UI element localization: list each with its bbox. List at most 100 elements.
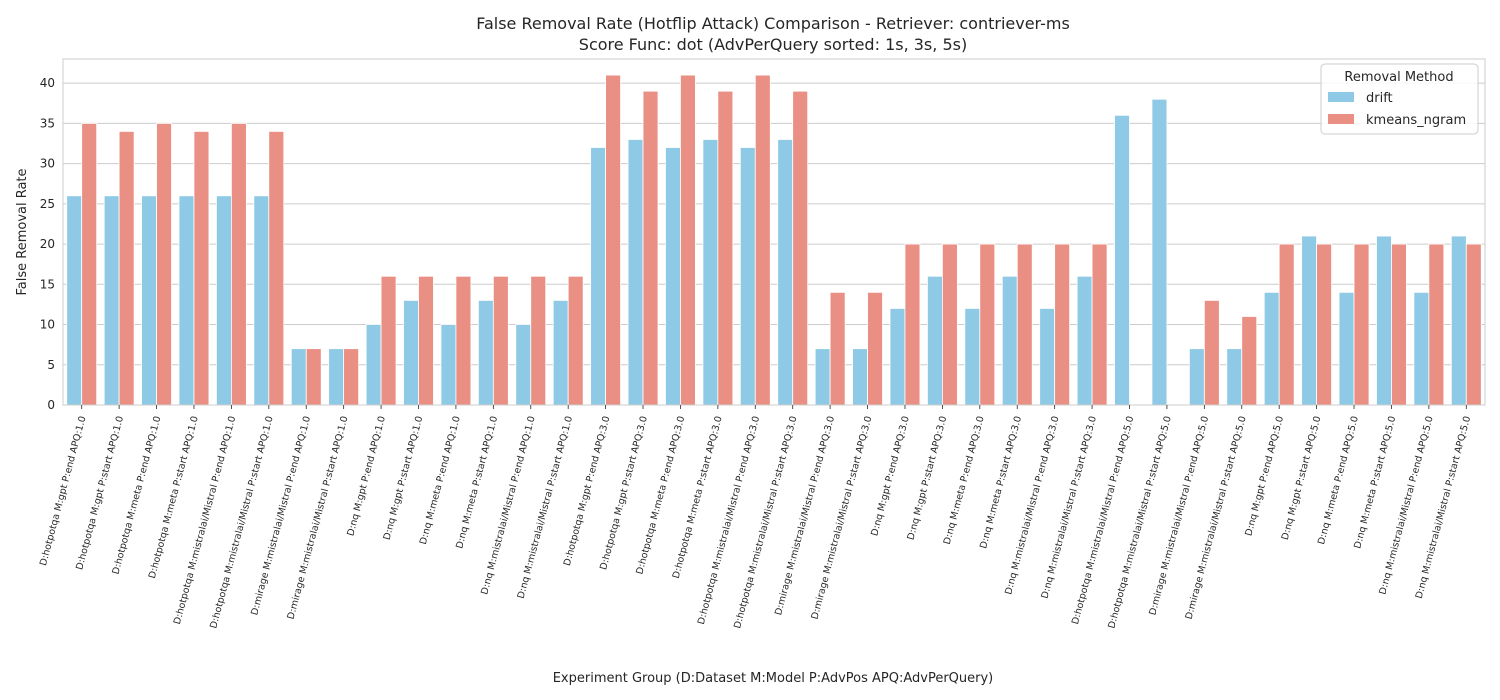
x-tick-label: D:nq M:gpt P:end APQ:1.0: [345, 415, 388, 537]
bar-kmeans-ngram: [792, 90, 809, 406]
bar-drift: [702, 139, 719, 406]
bar-drift: [403, 299, 419, 406]
bar-drift: [328, 348, 345, 406]
bar-kmeans-ngram: [567, 275, 584, 406]
x-tick-label: D:nq M:meta P:start APQ:3.0: [978, 415, 1024, 550]
bar-drift: [178, 195, 195, 406]
legend: Removal Method drift kmeans_ngram: [1320, 63, 1479, 135]
bar-kmeans-ngram: [979, 243, 996, 406]
bar-drift: [852, 348, 868, 406]
bar-drift: [1188, 348, 1205, 406]
bar-drift: [66, 195, 83, 406]
bar-kmeans-ngram: [680, 74, 696, 406]
bar-drift: [739, 147, 756, 406]
bar-drift: [627, 139, 644, 406]
bar-drift: [590, 147, 607, 406]
x-tick-labels: D:hotpotqa M:gpt P:end APQ:1.0D:hotpotqa…: [38, 405, 1473, 630]
bar-kmeans-ngram: [380, 275, 397, 406]
bar-kmeans-ngram: [642, 90, 659, 406]
bar-drift: [889, 308, 906, 406]
bar-kmeans-ngram: [81, 122, 98, 406]
bar-kmeans-ngram: [1465, 243, 1482, 406]
y-tick-label: 0: [47, 398, 55, 412]
bar-kmeans-ngram: [305, 348, 322, 406]
y-tick-label: 20: [40, 237, 55, 251]
x-tick-label: D:nq M:gpt P:end APQ:5.0: [1243, 415, 1286, 537]
y-tick-label: 30: [40, 157, 55, 171]
bar-kmeans-ngram: [754, 74, 771, 406]
bar-kmeans-ngram: [492, 275, 509, 406]
plot-frame: [62, 58, 1486, 406]
bar-drift: [1001, 275, 1018, 406]
bar-kmeans-ngram: [1278, 243, 1295, 406]
x-tick-label: D:nq M:meta P:end APQ:1.0: [418, 415, 463, 546]
bar-kmeans-ngram: [904, 243, 921, 406]
bar-drift: [1226, 348, 1243, 406]
bar-drift: [253, 195, 270, 406]
bar-drift: [964, 308, 981, 406]
bar-drift: [1263, 291, 1280, 406]
bar-kmeans-ngram: [530, 275, 547, 406]
bar-kmeans-ngram: [1054, 243, 1071, 406]
x-tick-label: D:nq M:meta P:end APQ:5.0: [1316, 415, 1361, 546]
bar-kmeans-ngram: [1091, 243, 1108, 406]
bar-drift: [1301, 235, 1318, 406]
y-tick-label: 5: [47, 358, 55, 372]
x-tick-label: D:nq M:meta P:start APQ:5.0: [1352, 415, 1398, 550]
y-tick-labels: 0 5 10 15 20 25 30 35 40: [40, 76, 55, 412]
bar-kmeans-ngram: [118, 131, 135, 406]
x-tick-label: D:nq M:meta P:end APQ:3.0: [942, 415, 987, 546]
bar-drift: [927, 275, 943, 406]
bar-drift: [290, 348, 307, 406]
bar-drift: [1039, 308, 1056, 406]
bar-drift: [477, 299, 494, 406]
bar-kmeans-ngram: [1353, 243, 1370, 406]
bar-drift: [1338, 291, 1355, 406]
y-axis-label: False Removal Rate: [15, 168, 30, 295]
bar-kmeans-ngram: [268, 131, 285, 406]
bar-kmeans-ngram: [1391, 243, 1407, 406]
bar-drift: [814, 348, 831, 406]
legend-swatch-drift: [1328, 92, 1354, 102]
bar-kmeans-ngram: [717, 90, 734, 406]
bar-kmeans-ngram: [1241, 316, 1258, 406]
x-axis-label: Experiment Group (D:Dataset M:Model P:Ad…: [553, 671, 994, 686]
bar-drift: [515, 324, 532, 406]
x-tick-label: D:nq M:gpt P:start APQ:1.0: [382, 415, 426, 541]
bar-drift: [216, 195, 232, 406]
bar-drift: [1450, 235, 1467, 406]
bar-kmeans-ngram: [867, 291, 883, 406]
bar-kmeans-ngram: [941, 243, 958, 406]
chart-title: False Removal Rate (Hotflip Attack) Comp…: [476, 14, 1070, 33]
x-tick-label: D:nq M:meta P:start APQ:1.0: [454, 415, 500, 550]
bars: [66, 74, 1482, 406]
bar-drift: [1376, 235, 1392, 406]
bar-drift: [440, 324, 457, 406]
legend-label-drift: drift: [1366, 91, 1393, 106]
bar-kmeans-ngram: [418, 275, 434, 406]
chart-subtitle: Score Func: dot (AdvPerQuery sorted: 1s,…: [579, 35, 967, 54]
bar-drift: [665, 147, 681, 406]
bar-kmeans-ngram: [1016, 243, 1033, 406]
x-tick-label: D:nq M:gpt P:end APQ:3.0: [869, 415, 912, 537]
bar-kmeans-ngram: [193, 131, 210, 406]
bar-drift: [365, 324, 382, 406]
bar-kmeans-ngram: [1316, 243, 1332, 406]
bar-kmeans-ngram: [1428, 243, 1445, 406]
x-tick-label: D:nq M:gpt P:start APQ:5.0: [1280, 415, 1324, 541]
bar-drift: [1076, 275, 1093, 406]
legend-box: [1320, 63, 1479, 135]
y-tick-label: 25: [40, 197, 55, 211]
bar-kmeans-ngram: [230, 122, 247, 406]
bar-drift: [777, 139, 794, 406]
bar-drift: [103, 195, 120, 406]
bar-drift: [1114, 114, 1130, 406]
bar-kmeans-ngram: [156, 122, 172, 406]
bar-drift: [552, 299, 569, 406]
y-tick-label: 10: [40, 318, 55, 332]
bar-drift: [1413, 291, 1430, 406]
bar-kmeans-ngram: [829, 291, 846, 406]
legend-swatch-kmeans-ngram: [1328, 114, 1354, 124]
bar-kmeans-ngram: [455, 275, 472, 406]
bar-kmeans-ngram: [605, 74, 621, 406]
